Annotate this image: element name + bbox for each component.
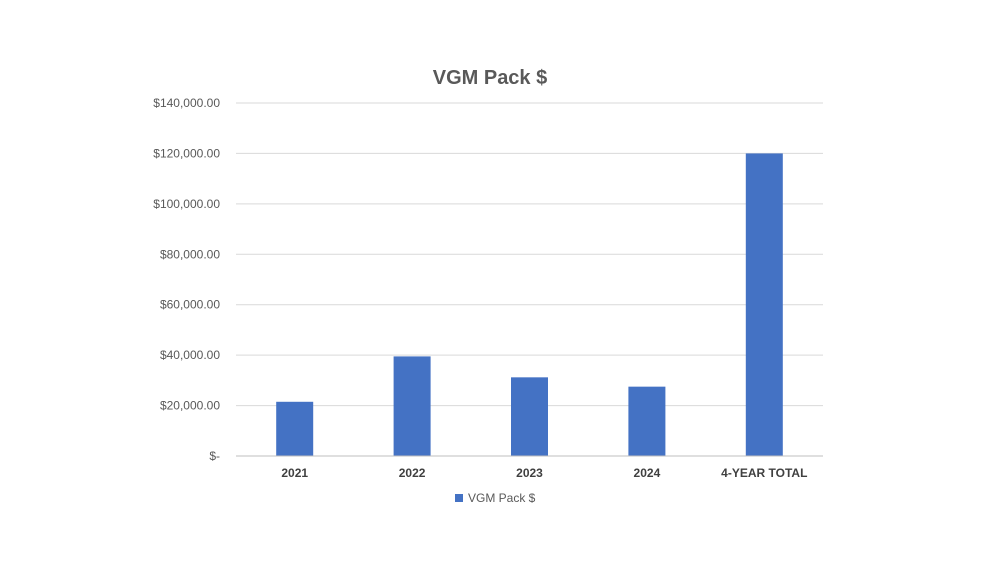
x-tick-label: 4-YEAR TOTAL [721, 466, 807, 480]
x-tick-label: 2023 [516, 466, 543, 480]
y-tick-label: $60,000.00 [160, 298, 220, 312]
x-axis-ticks: 2021 2022 2023 2024 4-YEAR TOTAL [281, 466, 807, 480]
legend-label: VGM Pack $ [468, 491, 536, 505]
gridlines [236, 102, 823, 407]
y-tick-label: $- [209, 449, 220, 463]
y-tick-label: $20,000.00 [160, 399, 220, 413]
y-axis-ticks: $- $20,000.00 $40,000.00 $60,000.00 $80,000.… [153, 96, 220, 463]
bar [745, 153, 783, 456]
legend-swatch [455, 494, 463, 502]
legend: VGM Pack $ [455, 491, 536, 505]
y-tick-label: $140,000.00 [153, 96, 220, 110]
y-tick-label: $80,000.00 [160, 247, 220, 261]
x-tick-label: 2021 [281, 466, 308, 480]
y-tick-label: $40,000.00 [160, 348, 220, 362]
x-tick-label: 2024 [634, 466, 661, 480]
y-tick-label: $100,000.00 [153, 197, 220, 211]
bars [276, 153, 783, 456]
bar [393, 356, 431, 456]
x-tick-label: 2022 [399, 466, 426, 480]
chart-title: VGM Pack $ [433, 67, 548, 89]
y-tick-label: $120,000.00 [153, 146, 220, 160]
bar [276, 401, 314, 456]
bar [628, 386, 666, 456]
bar [511, 377, 548, 456]
